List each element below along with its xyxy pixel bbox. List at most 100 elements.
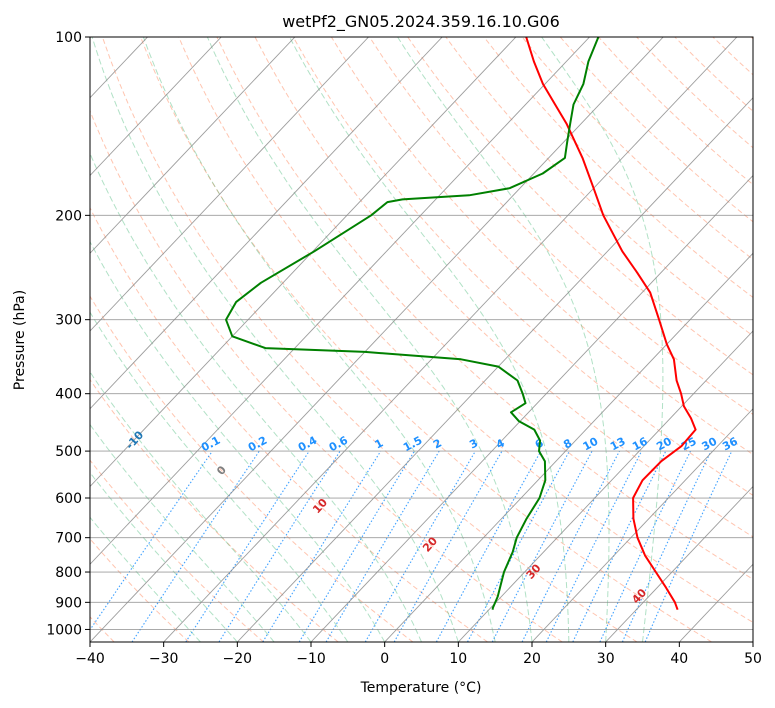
pressure-gridlines <box>90 37 753 630</box>
isotherm-line <box>458 330 753 642</box>
dry-adiabat-line <box>559 37 753 223</box>
y-tick-label: 1000 <box>46 622 82 638</box>
dry-adiabat-line <box>712 37 753 76</box>
isotherm-line <box>90 37 517 488</box>
isotherm-line <box>90 37 664 642</box>
isotherm-line <box>90 37 222 177</box>
dry-adiabat-line <box>216 37 753 580</box>
isotherms <box>90 37 753 642</box>
dry-adiabat-label: -20 <box>33 383 56 407</box>
mixing-ratio-label: 2 <box>431 436 444 451</box>
dry-adiabat-line <box>101 37 638 642</box>
moist-adiabat-line <box>90 240 386 642</box>
moist-adiabat-line <box>397 37 610 642</box>
x-tick-label: 0 <box>380 651 389 667</box>
moist-adiabat-line <box>289 37 570 642</box>
y-tick-label: 300 <box>55 313 82 329</box>
mixing-ratio-line <box>467 450 570 642</box>
dry-adiabat-line <box>445 37 753 337</box>
x-tick-label: −30 <box>149 651 179 667</box>
moist-adiabat-line <box>142 37 496 642</box>
dry-adiabat-line <box>369 37 753 415</box>
mixing-ratio-label: 1 <box>373 436 386 451</box>
mixing-ratio-line <box>572 450 667 642</box>
y-axis-label: Pressure (hPa) <box>12 290 28 390</box>
x-tick-label: 50 <box>744 651 762 667</box>
mixing-ratio-label: 16 <box>630 435 650 454</box>
dry-adiabat-line <box>483 37 753 298</box>
dry-adiabat-line <box>90 109 563 642</box>
mixing-ratio-label: 25 <box>679 435 699 454</box>
dry-adiabat-line <box>521 37 753 261</box>
mixing-ratio-label: 36 <box>720 435 740 454</box>
dry-adiabat-label: 10 <box>310 496 330 516</box>
isotherm-line <box>237 97 753 642</box>
y-tick-label: 800 <box>55 565 82 581</box>
x-tick-label: −20 <box>223 651 253 667</box>
x-tick-label: −40 <box>75 651 105 667</box>
isotherm-line <box>90 37 296 254</box>
x-tick-label: 10 <box>449 651 467 667</box>
dry-adiabat-line <box>636 37 753 149</box>
mixing-ratio-line <box>545 450 643 642</box>
isotherm-line <box>90 37 590 565</box>
dry-adiabats <box>90 37 753 642</box>
y-tick-label: 400 <box>55 387 82 403</box>
mixing-ratio-label: 10 <box>581 435 601 454</box>
temperature-line <box>525 37 697 611</box>
plot-frame <box>89 36 754 643</box>
sounding-series <box>225 37 697 611</box>
x-tick-label: 20 <box>523 651 541 667</box>
mixing-ratio-line <box>435 450 542 642</box>
mixing-ratio-label: 3 <box>467 436 480 451</box>
moist-adiabat-line <box>90 423 275 642</box>
isotherm-line <box>679 563 753 642</box>
isotherm-line <box>90 37 443 410</box>
y-tick-label: 200 <box>55 208 82 224</box>
mixing-ratio-line <box>521 450 620 642</box>
mixing-ratio-line <box>262 450 382 642</box>
x-tick-label: −10 <box>296 651 326 667</box>
dry-adiabat-line <box>292 37 753 496</box>
y-tick-label: 500 <box>55 444 82 460</box>
dry-adiabat-label: -10 <box>123 428 146 452</box>
y-tick-label: 100 <box>55 30 82 46</box>
mixing-ratio-line <box>491 450 593 642</box>
y-tick-label: 600 <box>55 491 82 507</box>
moist-adiabat-line <box>90 152 422 642</box>
dry-adiabat-line <box>90 378 339 642</box>
x-tick-label: 40 <box>670 651 688 667</box>
dry-adiabat-line <box>90 538 190 642</box>
mixing-ratio-line <box>393 450 503 642</box>
moist-adiabat-line <box>91 37 459 642</box>
isotherm-line <box>605 485 753 642</box>
isotherm-line <box>531 408 753 642</box>
mixing-ratio-line <box>599 450 691 642</box>
dry-adiabat-label: 30 <box>524 561 544 581</box>
dry-adiabat-line <box>140 37 712 642</box>
mixing-ratio-line <box>218 450 341 642</box>
chart-title: wetPf2_GN05.2024.359.16.10.G06 <box>282 12 560 32</box>
x-axis-label: Temperature (°C) <box>360 680 482 696</box>
plot-area: 0.10.20.40.611.52346810131620253036-100-… <box>33 37 753 642</box>
moist-adiabat-line <box>90 516 201 642</box>
mixing-ratio-label: 30 <box>700 435 720 454</box>
isotherm-line <box>384 252 753 642</box>
y-tick-label: 900 <box>55 595 82 611</box>
moist-adiabat-line <box>206 37 533 642</box>
x-axis-ticks: −40 −30 −20 −10 0 10 20 30 40 50 <box>75 642 762 667</box>
mixing-ratio-line <box>298 450 415 642</box>
moist-adiabats <box>90 37 664 642</box>
y-tick-label: 700 <box>55 531 82 547</box>
mixing-ratio-line <box>185 450 310 642</box>
dry-adiabat-line <box>90 206 488 642</box>
mixing-ratio-line <box>131 450 260 642</box>
isotherm-line <box>752 641 753 642</box>
moist-adiabat-line <box>90 471 238 642</box>
dry-adiabat-line <box>598 37 753 186</box>
y-axis-ticks: 100 200 300 400 500 600 700 800 900 1000 <box>46 30 90 638</box>
moist-adiabat-line <box>541 37 664 642</box>
x-tick-label: 30 <box>597 651 615 667</box>
dry-adiabat-line <box>90 295 414 642</box>
